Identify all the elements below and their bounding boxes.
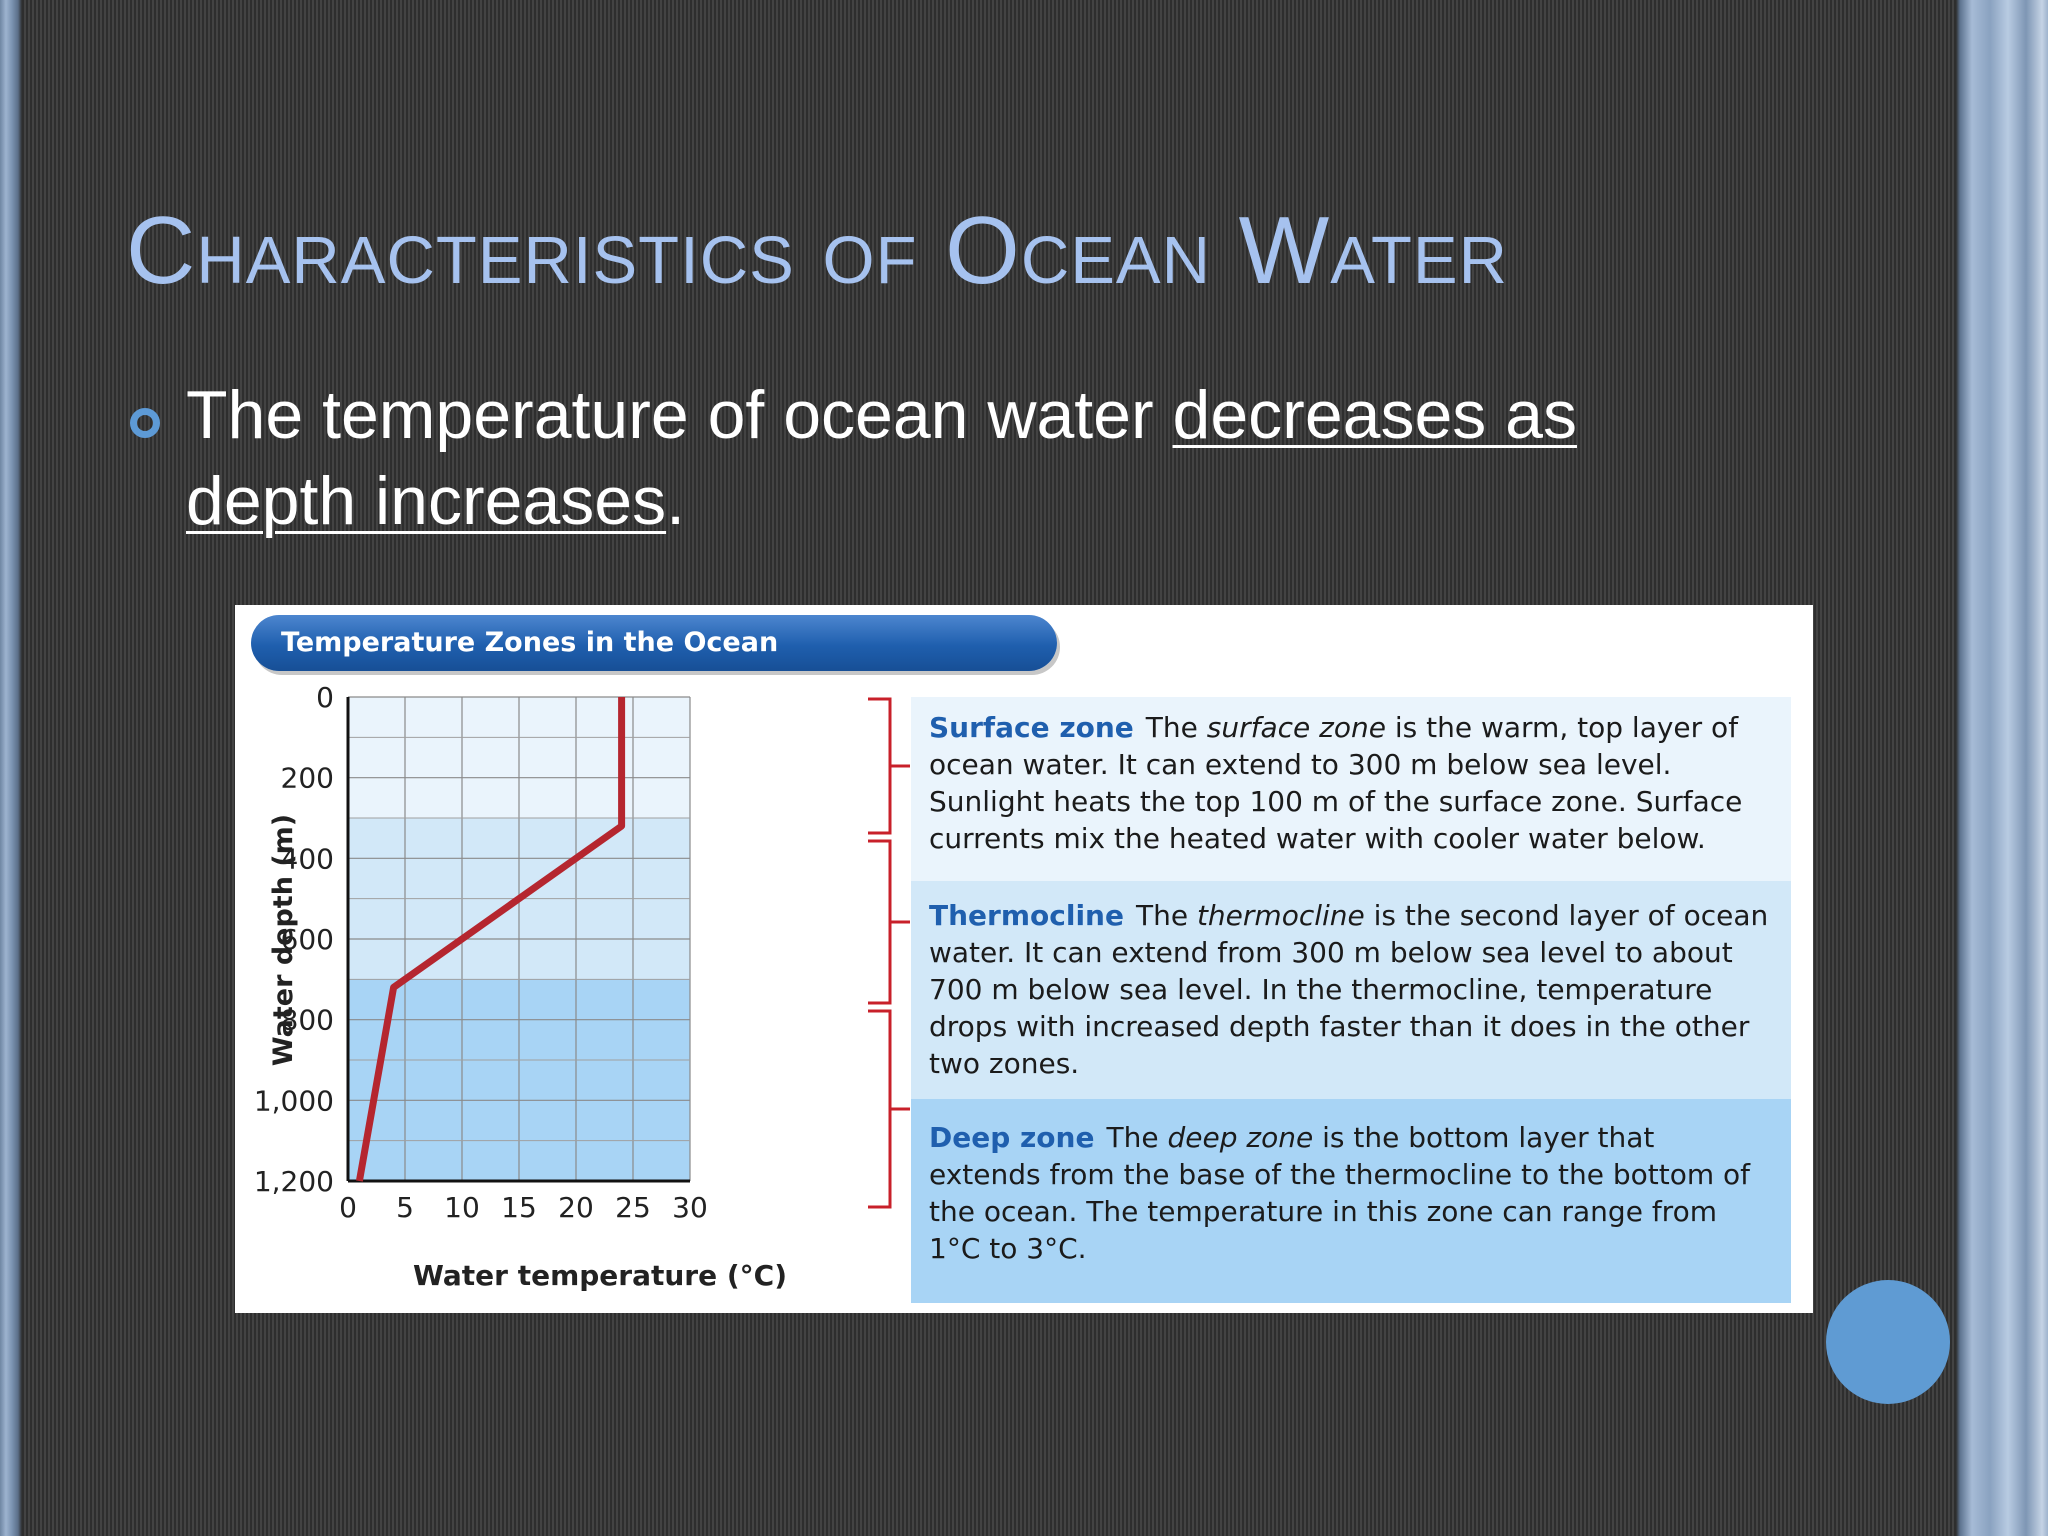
right-frame-border <box>1956 0 2048 1536</box>
slide-nav-circle[interactable] <box>1826 1280 1950 1404</box>
y-tick-label: 0 <box>316 681 334 714</box>
left-frame-border <box>0 0 22 1536</box>
bullet-ring-icon <box>130 408 160 438</box>
thermocline-term: thermocline <box>1197 899 1365 932</box>
x-tick-label: 25 <box>615 1191 651 1224</box>
deep-zone-term: deep zone <box>1167 1121 1313 1154</box>
bullet-text: The temperature of ocean water decreases… <box>186 372 1746 544</box>
zone-bracket <box>868 841 890 1003</box>
surface-zone-name: Surface zone <box>929 711 1134 744</box>
thermocline-text-start: The <box>1136 899 1197 932</box>
x-axis-label: Water temperature (°C) <box>413 1259 787 1292</box>
x-tick-label: 20 <box>558 1191 594 1224</box>
surface-zone-term: surface zone <box>1207 711 1386 744</box>
bullet-text-plain: The temperature of ocean water <box>186 377 1173 453</box>
deep-zone-name: Deep zone <box>929 1121 1094 1154</box>
x-tick-label: 0 <box>339 1191 357 1224</box>
thermocline-name: Thermocline <box>929 899 1124 932</box>
zone-bracket <box>868 1011 890 1207</box>
thermocline-description: Thermocline The thermocline is the second… <box>911 881 1791 1099</box>
x-tick-label: 5 <box>396 1191 414 1224</box>
x-tick-label: 10 <box>444 1191 480 1224</box>
zone-brackets <box>868 699 910 1207</box>
y-tick-label: 1,000 <box>254 1084 334 1117</box>
surface-zone-text-start: The <box>1146 711 1207 744</box>
temperature-zones-figure: Temperature Zones in the Ocean 0 200 400 60… <box>235 605 1813 1313</box>
slide-title: Characteristics of Ocean Water <box>126 196 1508 306</box>
y-axis-label: Water depth (m) <box>268 814 299 1066</box>
bullet-text-end: . <box>666 463 685 539</box>
zone-bracket <box>868 699 890 833</box>
deep-zone-description: Deep zone The deep zone is the bottom lay… <box>911 1099 1791 1303</box>
x-tick-label: 30 <box>672 1191 708 1224</box>
deep-zone-text-start: The <box>1106 1121 1167 1154</box>
x-tick-label: 15 <box>501 1191 537 1224</box>
y-tick-label: 200 <box>281 762 334 795</box>
surface-zone-description: Surface zone The surface zone is the warm… <box>911 697 1791 881</box>
y-tick-label: 1,200 <box>254 1165 334 1198</box>
